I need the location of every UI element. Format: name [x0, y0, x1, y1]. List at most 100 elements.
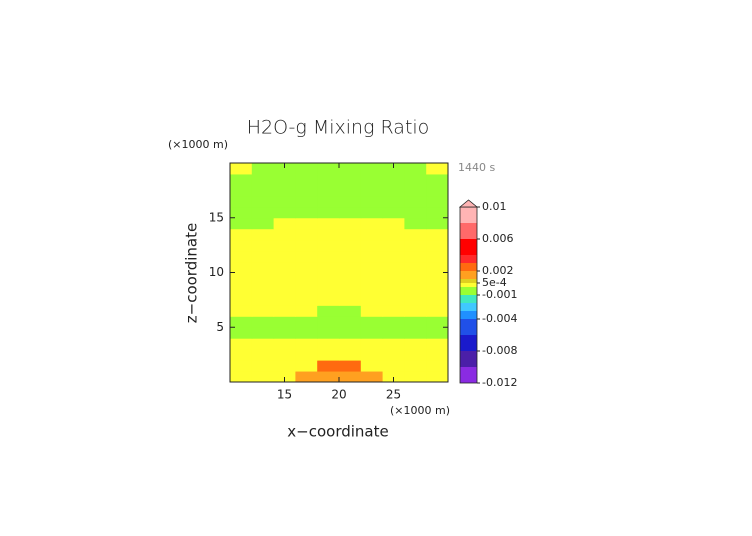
contour-cell: [317, 360, 340, 372]
colorbar-band: [460, 335, 477, 351]
contour-cell: [273, 338, 296, 350]
contour-cell: [426, 195, 449, 208]
contour-cell: [426, 206, 449, 219]
contour-cell: [251, 163, 275, 175]
contour-cell: [295, 360, 318, 372]
colorbar-tick-label: -0.012: [482, 376, 517, 389]
contour-cell: [382, 217, 405, 230]
contour-cell: [273, 360, 296, 372]
x-tick-label: 15: [277, 388, 292, 402]
contour-cell: [360, 327, 384, 339]
contour-cell: [360, 206, 384, 219]
contour-cell: [382, 305, 405, 317]
contour-cell: [317, 195, 340, 208]
contour-cell: [426, 338, 449, 350]
colorbar-band: [460, 255, 477, 263]
contour-cell: [295, 338, 318, 350]
contour-cell: [251, 294, 275, 306]
contour-cell: [295, 184, 318, 197]
contour-cell: [317, 305, 340, 317]
contour-cell: [273, 283, 296, 295]
contour-cell: [295, 305, 318, 317]
contour-cell: [273, 294, 296, 306]
contour-cell: [230, 173, 253, 186]
contour-cell: [317, 327, 340, 339]
contour-cell: [251, 173, 275, 186]
contour-cell: [404, 228, 427, 241]
contour-cell: [339, 316, 362, 328]
colorbar-band: [460, 319, 477, 335]
contour-cell: [382, 250, 405, 263]
contour-cell: [230, 228, 253, 241]
contour-cell: [251, 228, 275, 241]
contour-cell: [273, 173, 296, 186]
colorbar-tick-label: -0.008: [482, 344, 517, 357]
contour-cell: [230, 294, 253, 306]
contour-cell: [404, 349, 427, 361]
contour-cell: [339, 195, 362, 208]
contour-cell: [426, 305, 449, 317]
contour-cell: [382, 316, 405, 328]
contour-cell: [404, 360, 427, 372]
contour-cell: [295, 261, 318, 273]
contour-cell: [251, 327, 275, 339]
contour-cell: [230, 195, 253, 208]
contour-cell: [273, 163, 296, 175]
contour-cell: [295, 250, 318, 263]
contour-cell: [317, 250, 340, 263]
contour-cell: [273, 239, 296, 252]
colorbar-band: [460, 283, 477, 287]
contour-cell: [251, 272, 275, 284]
contour-cell: [404, 283, 427, 295]
contour-cell: [295, 195, 318, 208]
contour-cell: [360, 316, 384, 328]
x-axis-label: x−coordinate: [287, 423, 388, 441]
contour-cell: [382, 338, 405, 350]
contour-cell: [230, 371, 253, 383]
time-label: 1440 s: [458, 161, 495, 174]
colorbar-band: [460, 263, 477, 271]
contour-cell: [317, 261, 340, 273]
contour-cell: [230, 163, 253, 175]
contour-cell: [360, 338, 384, 350]
contour-cell: [251, 338, 275, 350]
contour-cell: [404, 206, 427, 219]
contour-cell: [382, 195, 405, 208]
contour-cell: [339, 305, 362, 317]
contour-cell: [426, 250, 449, 263]
contour-cell: [273, 327, 296, 339]
contour-cell: [339, 163, 362, 175]
contour-cell: [273, 371, 296, 383]
contour-cell: [382, 371, 405, 383]
contour-cell: [273, 195, 296, 208]
contour-cell: [404, 217, 427, 230]
contour-cell: [230, 305, 253, 317]
contour-cell: [230, 327, 253, 339]
colorbar-tick-label: -0.004: [482, 312, 517, 325]
contour-cell: [404, 261, 427, 273]
contour-cell: [339, 206, 362, 219]
contour-cell: [339, 272, 362, 284]
colorbar-band: [460, 271, 477, 279]
contour-cell: [360, 228, 384, 241]
contour-cell: [404, 305, 427, 317]
contour-cell: [251, 195, 275, 208]
contour-cell: [295, 163, 318, 175]
contour-cell: [426, 360, 449, 372]
colorbar-band: [460, 287, 477, 295]
contour-cell: [360, 217, 384, 230]
colorbar-band: [460, 311, 477, 319]
contour-cell: [273, 272, 296, 284]
contour-cell: [360, 371, 384, 383]
contour-cell: [230, 283, 253, 295]
contour-cell: [382, 261, 405, 273]
contour-cell: [360, 184, 384, 197]
contour-cell: [382, 206, 405, 219]
contour-cell: [404, 184, 427, 197]
contour-cell: [273, 316, 296, 328]
contour-cell: [273, 206, 296, 219]
contour-cell: [360, 349, 384, 361]
contour-cell: [317, 163, 340, 175]
contour-cell: [404, 272, 427, 284]
